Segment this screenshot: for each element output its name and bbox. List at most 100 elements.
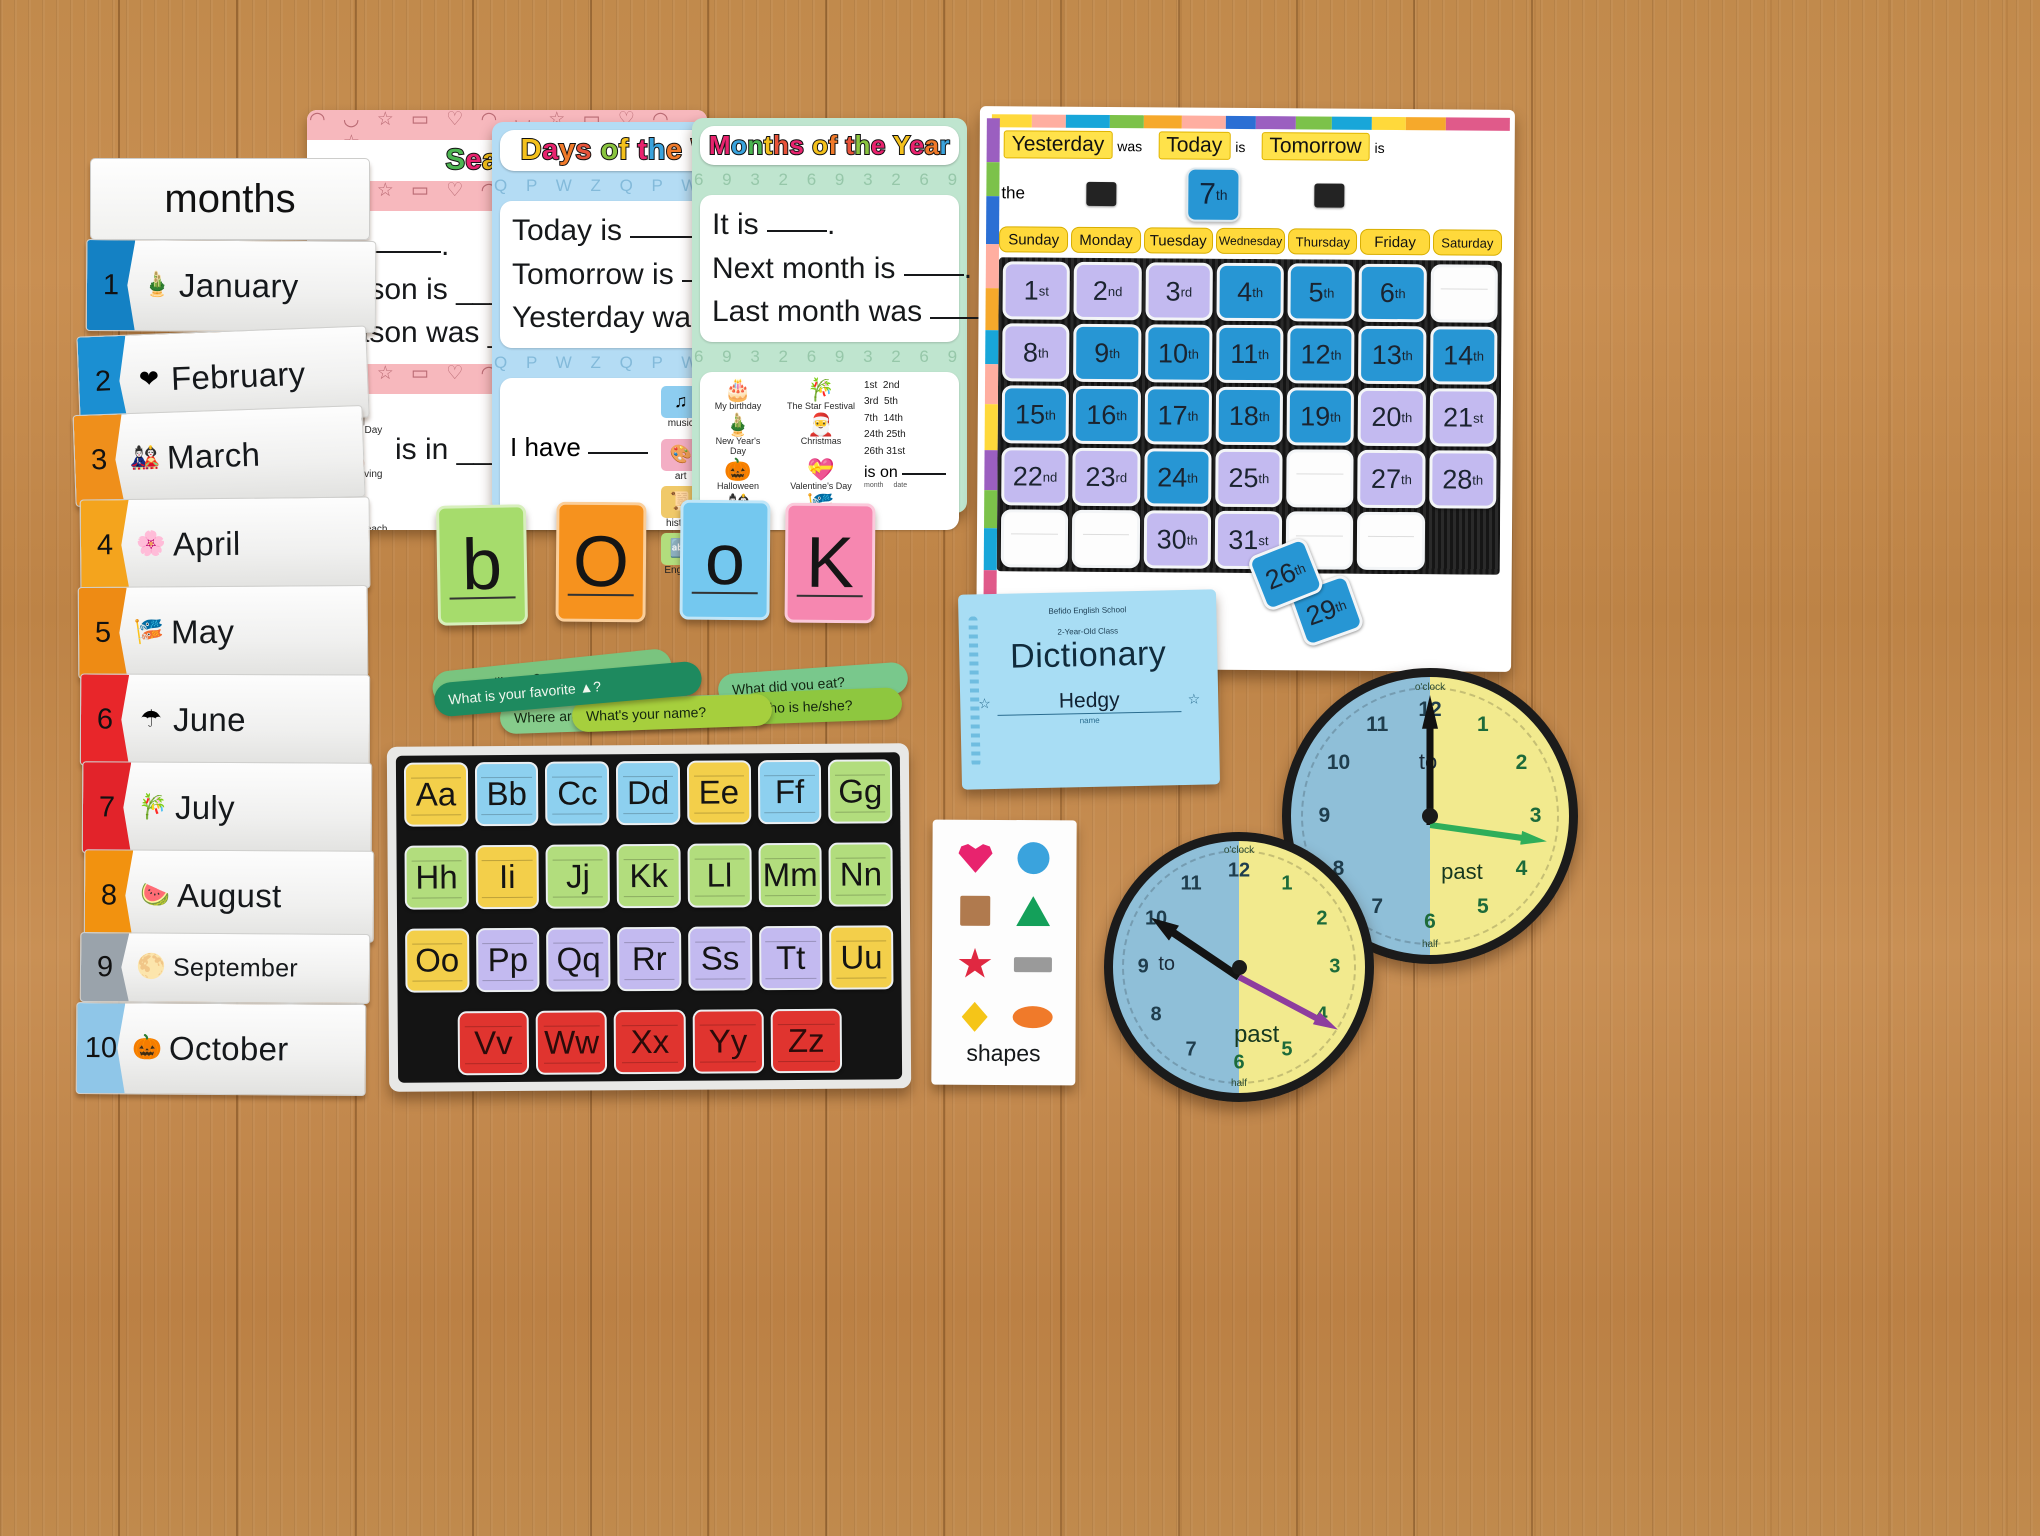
alphabet-tile-Jj[interactable]: Jj <box>545 844 611 909</box>
moty-event[interactable]: 🎋 The Star Festival <box>784 377 858 410</box>
alphabet-tile-Nn[interactable]: Nn <box>828 842 893 907</box>
yesterday-magnet-marker[interactable] <box>1086 181 1117 207</box>
month-card-january[interactable]: 1 🎍 January <box>85 238 377 334</box>
moty-event[interactable]: 💝 Valentine's Day <box>784 458 858 491</box>
month-card-july[interactable]: 7 🎋 July <box>81 761 373 855</box>
dow-monday[interactable]: Monday <box>1071 226 1141 254</box>
alphabet-tile-Ss[interactable]: Ss <box>687 926 753 991</box>
clock-numeral-1: 1 <box>1281 872 1293 895</box>
months-flipchart-stack[interactable]: months 1 🎍 January 2 ❤ February 3 🎎 Marc… <box>72 158 382 1097</box>
teaching-clock-left[interactable]: o'clock half to past 121234567891011 <box>1104 832 1374 1102</box>
letter-card-b[interactable]: b <box>435 504 529 626</box>
clock-numeral-1: 1 <box>1476 712 1489 736</box>
date-tile-empty[interactable] <box>1072 509 1140 569</box>
alphabet-tile-Rr[interactable]: Rr <box>617 926 682 992</box>
letter-card-O[interactable]: O <box>555 501 647 623</box>
alphabet-tile-Zz[interactable]: Zz <box>770 1008 843 1074</box>
alphabet-tile-Yy[interactable]: Yy <box>692 1009 764 1074</box>
alphabet-tile-Oo[interactable]: Oo <box>405 928 470 993</box>
clock-numeral-7: 7 <box>1371 895 1384 919</box>
letter-card-o[interactable]: o <box>679 499 771 621</box>
alphabet-tile-Kk[interactable]: Kk <box>616 843 681 909</box>
alphabet-tile-Tt[interactable]: Tt <box>758 925 823 991</box>
alphabet-tile-Pp[interactable]: Pp <box>475 927 540 993</box>
moty-event[interactable]: 🎃 Halloween <box>708 458 768 491</box>
alphabet-tile-Cc[interactable]: Cc <box>545 761 610 826</box>
alphabet-tile-Ll[interactable]: Ll <box>687 843 752 908</box>
months-of-the-year-poster[interactable]: Months of the Year It is . Next month is… <box>692 118 991 530</box>
letter-card-K[interactable]: K <box>784 502 876 624</box>
month-card-april[interactable]: 4 🌸 April <box>79 496 371 592</box>
alphabet-tile-Xx[interactable]: Xx <box>614 1009 686 1075</box>
alphabet-tile-Vv[interactable]: Vv <box>457 1010 530 1076</box>
alphabet-tile-Hh[interactable]: Hh <box>404 845 469 910</box>
alphabet-tile-Ff[interactable]: Ff <box>757 759 822 825</box>
alphabet-tile-Qq[interactable]: Qq <box>546 927 611 992</box>
alphabet-tile-Bb[interactable]: Bb <box>474 761 539 827</box>
moty-event[interactable]: 🎍 New Year's Day <box>708 412 768 455</box>
dow-saturday[interactable]: Saturday <box>1432 229 1503 256</box>
the-label: the <box>1001 183 1026 203</box>
dow-tuesday[interactable]: Tuesday <box>1143 227 1213 254</box>
alphabet-tile-Ii[interactable]: Ii <box>475 844 540 910</box>
alphabet-tile-Ww[interactable]: Ww <box>535 1010 608 1075</box>
alphabet-tile-Gg[interactable]: Gg <box>828 759 893 824</box>
date-tile-empty[interactable] <box>1430 264 1498 323</box>
moty-event[interactable]: 🎂 My birthday <box>708 377 768 410</box>
tomorrow-magnet-marker[interactable] <box>1314 183 1345 208</box>
date-tile-empty[interactable] <box>1000 509 1069 568</box>
month-card-september[interactable]: 9 🌕 September <box>79 931 371 1005</box>
shapes-card[interactable]: shapes <box>931 819 1077 1086</box>
dow-thursday[interactable]: Thursday <box>1288 228 1358 255</box>
alphabet-tile-Aa[interactable]: Aa <box>403 762 469 827</box>
alphabet-board[interactable]: Aa Bb Cc Dd Ee Ff Gg Hh Ii Jj Kk Ll Mm Nn Oo Pp Qq Rr Ss… <box>386 743 912 1092</box>
date-tile-empty[interactable] <box>1357 511 1425 571</box>
month-card-march[interactable]: 3 🎎 March <box>72 404 366 508</box>
teaching-clock-right[interactable]: o'clock half to past 121234567891011 <box>1282 668 1578 964</box>
dow-sunday[interactable]: Sunday <box>998 226 1069 253</box>
month-card-october[interactable]: 10 🎃 October <box>75 1001 367 1097</box>
moty-event[interactable]: 🎅 Christmas <box>784 412 858 456</box>
alphabet-tile-Ee[interactable]: Ee <box>686 760 751 825</box>
dictionary-booklet[interactable]: Befido English School 2-Year-Old Class D… <box>957 589 1221 790</box>
month-card-may[interactable]: 5 🎏 May <box>77 584 369 680</box>
days-sentence-tomorrow: Tomorrow is <box>512 253 777 297</box>
alphabet-tile-Dd[interactable]: Dd <box>616 760 681 826</box>
month-card-august[interactable]: 8 🍉 August <box>83 849 375 943</box>
calendar-board[interactable]: Yesterday was Today is Tomorrow is the 7… <box>976 106 1515 672</box>
alphabet-tile-Uu[interactable]: Uu <box>829 925 894 990</box>
date-tile-empty[interactable] <box>1286 449 1355 508</box>
month-card-june[interactable]: 6 ☂ June <box>79 673 371 767</box>
dow-wednesday[interactable]: Wednesday <box>1215 227 1286 255</box>
alphabet-tile-Mm[interactable]: Mm <box>758 842 823 908</box>
dow-friday[interactable]: Friday <box>1360 228 1430 256</box>
